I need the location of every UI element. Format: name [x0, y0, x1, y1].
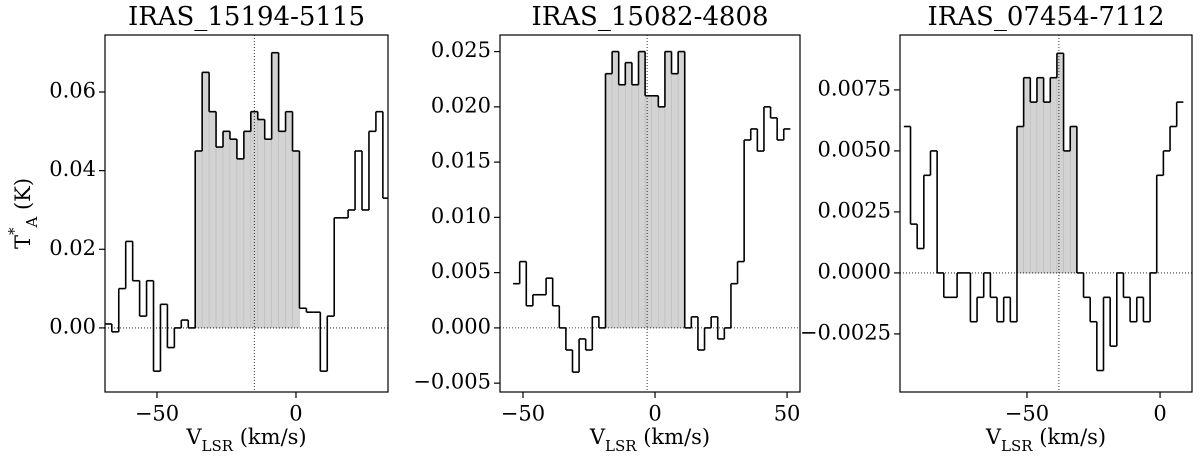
- plot-frame: [499, 34, 801, 393]
- x-tick-label: −50: [1005, 402, 1049, 426]
- y-axis-label-part: T: [11, 235, 35, 249]
- shade-bar: [1056, 53, 1064, 274]
- y-tick-label: 0.0050: [818, 137, 891, 161]
- y-tick-label: 0.000: [431, 314, 491, 338]
- shade-bar: [292, 150, 300, 329]
- x-axis-label-part: V: [185, 425, 202, 449]
- x-axis-label-part: LSR: [202, 437, 234, 455]
- y-tick-label: 0.005: [431, 259, 491, 283]
- y-axis-label-part: *: [5, 227, 23, 235]
- shade-bar: [1036, 77, 1044, 274]
- y-axis-label-part: A: [23, 217, 41, 229]
- y-tick-label: 0.0000: [818, 259, 891, 283]
- x-axis-label: VLSR (km/s): [185, 425, 306, 456]
- y-tick-label: −0.0025: [800, 320, 891, 344]
- chart-title: IRAS_15194-5115: [128, 2, 365, 32]
- shade-bar: [201, 72, 210, 329]
- x-tick-label: 0: [289, 402, 302, 426]
- x-axis-label-part: V: [589, 425, 606, 449]
- shade-bar: [271, 52, 279, 329]
- x-axis-label: VLSR (km/s): [985, 425, 1106, 456]
- shade-bar: [651, 95, 659, 329]
- x-tick-label: 50: [774, 402, 801, 426]
- shade-bar: [664, 51, 672, 329]
- shade-bar: [229, 138, 238, 329]
- y-tick-label: 0.04: [49, 157, 96, 181]
- plot-area: [900, 35, 1192, 392]
- y-axis-label-part: (K): [11, 178, 35, 217]
- x-tick-label: 0: [648, 402, 661, 426]
- x-axis-label: VLSR (km/s): [589, 425, 710, 456]
- y-tick-label: 0.02: [49, 236, 96, 260]
- shade-bar: [677, 51, 686, 329]
- plot-area: [500, 35, 800, 392]
- shade-bar: [1069, 126, 1078, 274]
- y-tick-label: 0.00: [49, 314, 96, 338]
- chart-title: IRAS_15082-4808: [531, 2, 768, 32]
- x-tick-label: 0: [1153, 402, 1166, 426]
- shade-bar: [278, 131, 286, 329]
- y-tick-label: 0.0025: [818, 198, 891, 222]
- y-tick-label: 0.0075: [818, 76, 891, 100]
- shade-bar: [257, 119, 266, 329]
- shade-bar: [194, 150, 203, 329]
- x-tick-label: −50: [501, 402, 545, 426]
- shade-bar: [625, 62, 633, 329]
- y-axis-label: T*A (K): [5, 178, 41, 249]
- shade-bar: [236, 158, 245, 329]
- shade-bar: [285, 111, 293, 329]
- y-tick-label: 0.06: [49, 79, 96, 103]
- shade-bar: [638, 51, 646, 329]
- x-axis-label-part: (km/s): [233, 425, 307, 449]
- y-tick-label: 0.010: [431, 204, 491, 228]
- y-tick-label: 0.025: [431, 38, 491, 62]
- shade-bar: [631, 84, 639, 329]
- x-tick-label: −50: [135, 402, 179, 426]
- x-axis-label-part: V: [985, 425, 1002, 449]
- shade-bar: [250, 111, 259, 329]
- shade-bar: [1049, 77, 1058, 274]
- shade-bar: [215, 146, 224, 329]
- y-tick-label: 0.015: [431, 149, 491, 173]
- x-axis-label-part: (km/s): [1033, 425, 1107, 449]
- x-axis-label-part: (km/s): [637, 425, 711, 449]
- shade-bar: [1023, 77, 1031, 274]
- shade-bar: [264, 138, 272, 329]
- chart-title: IRAS_07454-7112: [927, 2, 1164, 32]
- y-tick-label: −0.005: [413, 370, 491, 394]
- x-axis-label-part: LSR: [605, 437, 637, 455]
- shade-bar: [658, 106, 666, 329]
- x-axis-label-part: LSR: [1001, 437, 1033, 455]
- shade-bar: [671, 73, 679, 329]
- y-tick-label: 0.020: [431, 93, 491, 117]
- shade-bar: [243, 131, 252, 329]
- shade-bar: [1016, 126, 1024, 274]
- shade-bar: [208, 111, 217, 329]
- shade-bar: [1063, 150, 1071, 274]
- shade-bar: [605, 73, 613, 329]
- plot-frame: [104, 34, 389, 393]
- plot-frame: [899, 34, 1193, 393]
- shade-bar: [1029, 101, 1038, 274]
- shade-bar: [611, 51, 620, 329]
- shade-bar: [1043, 101, 1051, 274]
- shade-bar: [644, 95, 653, 329]
- plot-area: [105, 35, 388, 392]
- shade-bar: [618, 84, 626, 329]
- shade-bar: [222, 131, 231, 329]
